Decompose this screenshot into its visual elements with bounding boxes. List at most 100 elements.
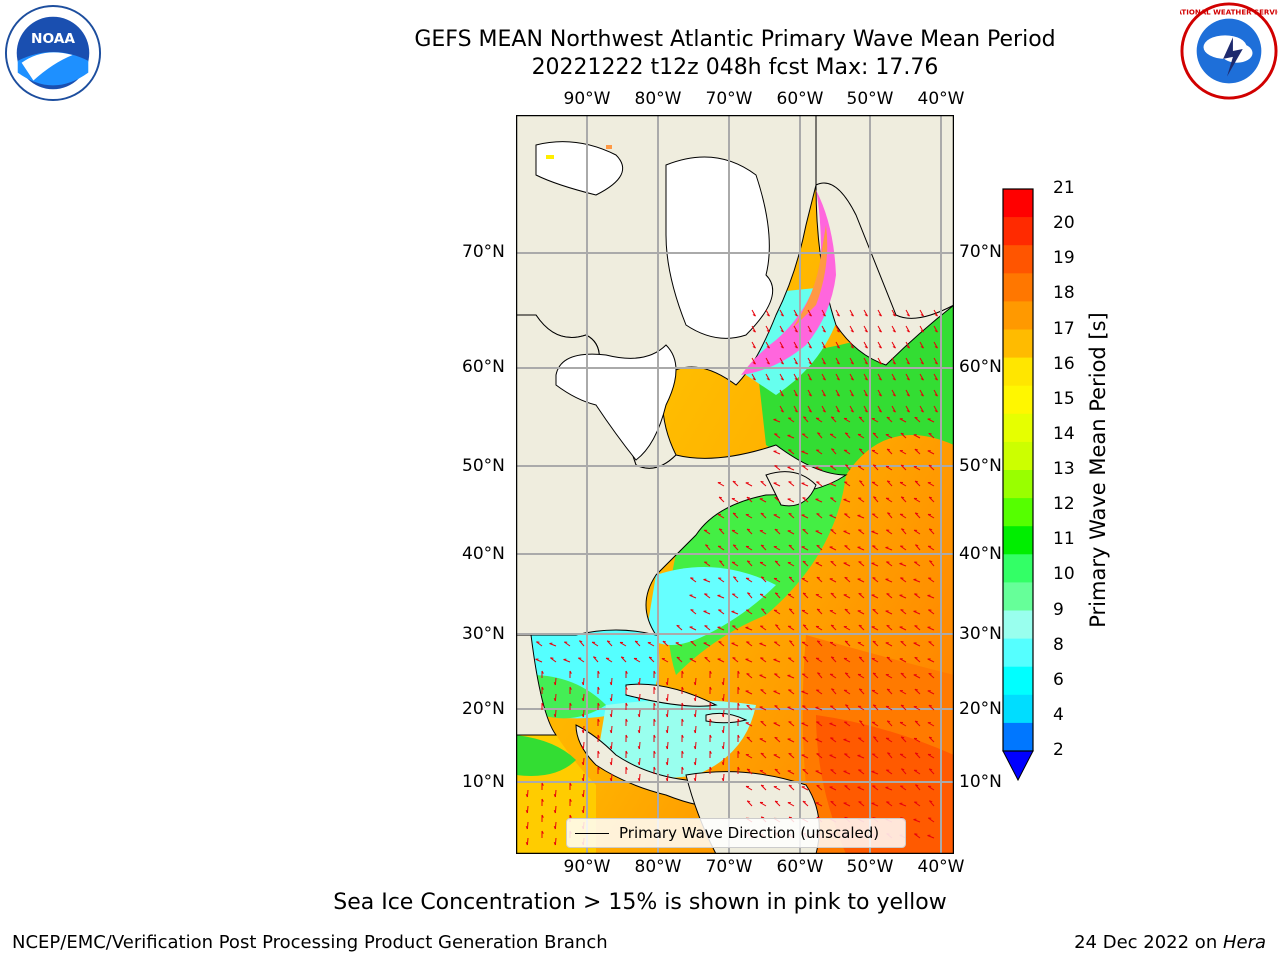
- wave-direction-arrow: [582, 677, 585, 686]
- wave-direction-arrowhead: [553, 810, 556, 814]
- wave-direction-arrowhead: [569, 782, 572, 786]
- wave-direction-arrow: [905, 325, 910, 333]
- wave-direction-arrowhead: [878, 330, 882, 333]
- wave-direction-arrow: [843, 626, 851, 631]
- wave-direction-arrowhead: [929, 560, 933, 563]
- wave-direction-arrowhead: [788, 481, 792, 483]
- wave-direction-arrowhead: [788, 576, 793, 579]
- wave-direction-arrowhead: [625, 718, 628, 722]
- wave-direction-arrow: [815, 498, 823, 503]
- colorbar-band: [1003, 722, 1033, 752]
- wave-direction-arrow: [831, 688, 837, 695]
- wave-direction-arrow: [526, 837, 529, 846]
- wave-direction-arrow: [793, 373, 798, 381]
- wave-direction-arrow: [606, 640, 613, 647]
- wave-direction-arrow: [578, 657, 585, 663]
- colorbar-tick-label: 6: [1053, 669, 1064, 690]
- wave-direction-arrow: [802, 800, 809, 807]
- wave-direction-arrow: [829, 673, 837, 679]
- wave-direction-arrow: [905, 309, 910, 317]
- wave-direction-arrowhead: [553, 698, 556, 702]
- wave-direction-arrowhead: [637, 778, 640, 782]
- wave-direction-arrow: [731, 642, 739, 647]
- wave-direction-arrow: [788, 544, 795, 551]
- wave-direction-arrow: [774, 673, 781, 679]
- title-line-1: GEFS MEAN Northwest Atlantic Primary Wav…: [414, 27, 1056, 52]
- wave-direction-arrow: [821, 373, 826, 381]
- wave-direction-arrow: [787, 530, 795, 535]
- wave-direction-arrow: [759, 770, 767, 775]
- wave-direction-arrow: [857, 642, 865, 647]
- colorbar-band: [1003, 554, 1033, 583]
- wave-direction-arrowhead: [864, 394, 868, 397]
- lat-label-left-50n: 50°N: [462, 456, 505, 476]
- lat-label-right-60n: 60°N: [959, 357, 1002, 377]
- wave-direction-arrow: [885, 705, 893, 711]
- wave-direction-arrowhead: [878, 378, 882, 381]
- wave-direction-arrow: [802, 705, 809, 711]
- wave-direction-arrowhead: [681, 718, 684, 722]
- lon-label-top-40w: 40°W: [917, 89, 965, 109]
- wave-direction-arrow: [927, 595, 935, 599]
- wave-direction-arrowhead: [892, 378, 896, 381]
- wave-direction-arrow: [816, 576, 823, 583]
- wave-direction-arrowhead: [721, 714, 724, 718]
- wave-direction-arrow: [773, 450, 781, 455]
- wave-direction-arrow: [871, 689, 879, 695]
- wave-direction-arrowhead: [780, 346, 784, 349]
- wave-direction-arrow: [849, 373, 854, 381]
- wave-direction-arrowhead: [553, 842, 556, 846]
- wave-direction-arrow: [886, 801, 893, 807]
- wave-direction-arrow: [913, 434, 921, 439]
- wave-direction-arrow: [620, 656, 627, 663]
- wave-direction-arrowhead: [780, 394, 784, 397]
- wave-direction-arrow: [787, 770, 795, 775]
- wave-direction-arrowhead: [581, 730, 584, 734]
- wave-direction-arrowhead: [803, 624, 807, 627]
- wave-direction-arrow: [829, 546, 837, 551]
- wave-direction-arrowhead: [864, 330, 868, 333]
- wave-direction-arrowhead: [802, 528, 806, 531]
- wave-direction-arrowhead: [808, 346, 812, 349]
- wave-direction-arrowhead: [732, 657, 736, 659]
- colorbar-tick-label: 11: [1053, 529, 1075, 550]
- wave-direction-arrow: [886, 688, 893, 695]
- wave-direction-arrow: [899, 753, 907, 759]
- sea-ice-yellow-patch: [546, 155, 554, 159]
- wave-direction-arrow: [871, 449, 879, 455]
- wave-direction-arrowhead: [831, 448, 835, 451]
- wave-direction-arrowhead: [621, 656, 625, 659]
- lat-label-right-70n: 70°N: [959, 242, 1002, 262]
- wave-direction-arrowhead: [822, 314, 826, 317]
- wave-direction-arrowhead: [747, 592, 751, 595]
- wave-direction-arrow: [676, 656, 683, 663]
- wave-direction-arrowhead: [709, 750, 712, 754]
- wave-direction-arrowhead: [775, 624, 779, 627]
- wave-direction-arrowhead: [887, 720, 891, 723]
- wave-direction-arrow: [694, 709, 697, 718]
- wave-direction-arrow: [554, 709, 557, 718]
- wave-direction-arrowhead: [789, 608, 793, 611]
- wave-direction-arrow: [719, 560, 725, 567]
- wave-direction-arrow: [835, 309, 840, 317]
- noaa-logo-text: NOAA: [31, 31, 75, 47]
- wave-direction-arrow: [746, 641, 753, 647]
- wave-direction-arrowhead: [704, 625, 708, 627]
- wave-direction-arrow: [858, 688, 865, 695]
- wave-direction-arrowhead: [718, 496, 723, 499]
- wave-direction-arrow: [857, 786, 865, 791]
- wave-direction-arrowhead: [665, 714, 668, 718]
- wave-direction-arrowhead: [752, 362, 756, 365]
- wave-direction-arrow: [731, 529, 739, 535]
- wave-direction-arrowhead: [709, 718, 712, 722]
- wave-direction-arrow: [694, 693, 697, 702]
- colorbar-tick-label: 21: [1053, 178, 1075, 198]
- wave-direction-arrow: [844, 672, 851, 679]
- wave-direction-arrow: [788, 449, 795, 455]
- wave-direction-arrow: [871, 802, 879, 807]
- wave-direction-arrowhead: [752, 330, 756, 333]
- wave-direction-arrow: [919, 389, 924, 397]
- wave-direction-arrow: [773, 577, 781, 583]
- wave-direction-arrowhead: [774, 560, 779, 563]
- wave-direction-arrowhead: [906, 410, 910, 413]
